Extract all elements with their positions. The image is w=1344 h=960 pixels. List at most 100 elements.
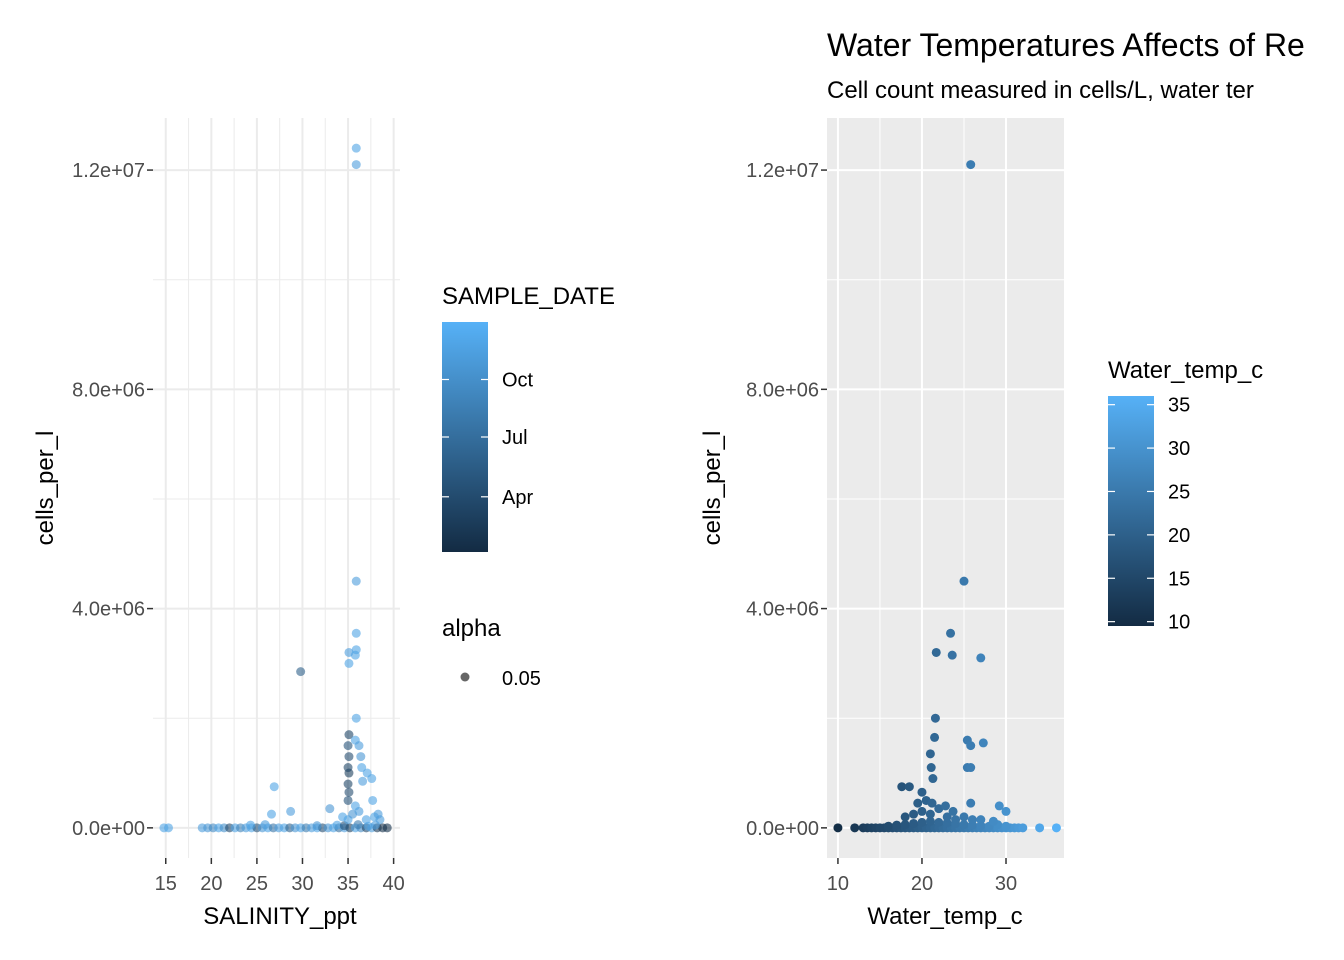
salinity-data-point	[343, 779, 353, 789]
water-temp-data-point	[925, 749, 935, 759]
water-temp-data-point	[931, 647, 941, 657]
salinity-data-point	[351, 628, 361, 638]
water-temp-gridlines	[827, 118, 1064, 858]
salinity-gridlines	[153, 118, 400, 858]
salinity-panel: 15 20 25 30 35 40 0.0e+00 4.0e+06 8.0e+06 1.2e+07…	[32, 118, 405, 930]
alpha-legend-label: 0.05	[502, 668, 541, 690]
salinity-data-point	[354, 741, 364, 751]
water-temp-data-point	[909, 809, 919, 819]
water-temp-data-point	[925, 809, 935, 819]
salinity-data-point	[357, 763, 367, 773]
water-temp-data-point	[948, 806, 958, 816]
water-temp-data-point	[966, 763, 976, 773]
salinity-y-tick-label: 4.0e+06	[72, 599, 145, 621]
salinity-plot-area	[153, 118, 400, 858]
salinity-data-point	[344, 658, 354, 668]
salinity-data-point	[312, 821, 322, 831]
water-temp-data-point	[930, 713, 940, 723]
water-temp-data-point	[988, 816, 998, 826]
water-temp-legend: Water_temp_c 35 30 25 20 15 10	[1108, 357, 1263, 634]
salinity-x-tick-label: 35	[337, 873, 359, 895]
salinity-data-point	[358, 776, 368, 786]
salinity-data-point	[351, 160, 361, 170]
salinity-data-point	[260, 820, 270, 830]
salinity-data-point	[343, 763, 353, 773]
water-temp-data-point	[1001, 821, 1011, 831]
water-temp-x-tick-label: 10	[827, 873, 849, 895]
water-temp-data-point	[941, 801, 950, 811]
salinity-data-point	[246, 820, 256, 830]
water-temp-data-point	[833, 823, 843, 833]
water-temp-data-point	[951, 815, 961, 825]
salinity-data-point	[344, 787, 354, 797]
water-temp-data-point	[934, 804, 944, 814]
water-temp-data-point	[959, 576, 969, 586]
salinity-data-point	[332, 820, 342, 830]
salinity-data-point	[269, 782, 279, 792]
sample-date-legend-title: SAMPLE_DATE	[442, 283, 615, 310]
alpha-legend: alpha 0.05	[442, 615, 541, 690]
water-temp-data-point	[900, 820, 910, 830]
water-temp-data-point	[892, 820, 902, 830]
water-temp-y-tick-label: 0.0e+00	[746, 818, 819, 840]
water-temp-data-point	[928, 774, 938, 784]
water-temp-legend-label: 30	[1168, 438, 1190, 460]
alpha-legend-key	[460, 672, 470, 682]
water-temp-legend-label: 35	[1168, 395, 1190, 417]
water-temp-points	[833, 160, 1061, 833]
water-temp-legend-labels: 35 30 25 20 15 10	[1108, 395, 1190, 634]
water-temp-x-tick-label: 20	[911, 873, 933, 895]
water-temp-data-point	[913, 798, 923, 808]
water-temp-data-point	[917, 806, 927, 816]
water-temp-panel: Water Temperatures Affects of Re Cell co…	[699, 27, 1305, 930]
water-temp-data-point	[966, 160, 976, 170]
salinity-x-tick-label: 30	[291, 873, 313, 895]
water-temp-data-point	[927, 798, 937, 808]
water-temp-data-point	[976, 815, 986, 825]
salinity-data-point	[368, 795, 378, 805]
water-temp-data-point	[1018, 823, 1028, 833]
salinity-data-point	[343, 741, 353, 751]
water-temp-data-point	[900, 812, 910, 822]
sample-date-legend-labels: Oct Jul Apr	[442, 370, 534, 509]
water-temp-data-point	[1035, 823, 1045, 833]
water-temp-data-point	[925, 816, 935, 826]
water-temp-data-point	[1051, 823, 1061, 833]
water-temp-legend-label: 25	[1168, 481, 1190, 503]
salinity-data-point	[286, 806, 296, 816]
water-temp-data-point	[930, 732, 940, 742]
salinity-data-point	[353, 820, 363, 830]
salinity-points	[159, 143, 392, 833]
salinity-y-tick-label: 8.0e+06	[72, 379, 145, 401]
salinity-data-point	[351, 713, 361, 723]
water-temp-data-point	[1001, 806, 1011, 816]
sample-date-colorbar	[442, 322, 488, 552]
water-temp-y-tick-label: 8.0e+06	[746, 379, 819, 401]
salinity-data-point	[382, 823, 392, 833]
plot-subtitle: Cell count measured in cells/L, water te…	[827, 77, 1254, 104]
water-temp-legend-label: 10	[1168, 612, 1190, 634]
water-temp-colorbar	[1108, 396, 1154, 626]
alpha-legend-title: alpha	[442, 615, 501, 642]
salinity-data-point	[266, 809, 276, 819]
water-temp-data-point	[904, 782, 914, 792]
water-temp-data-point	[947, 650, 957, 660]
water-temp-tick-labels: 10 20 30 0.0e+00 4.0e+06 8.0e+06 1.2e+07	[746, 160, 1017, 895]
sample-date-legend-label: Apr	[502, 487, 533, 509]
sample-date-legend: SAMPLE_DATE Oct Jul Apr	[442, 283, 615, 552]
sample-date-legend-label: Jul	[502, 427, 528, 449]
water-temp-data-point	[959, 812, 969, 822]
water-temp-data-point	[926, 763, 936, 773]
salinity-x-tick-label: 40	[382, 873, 404, 895]
water-temp-data-point	[976, 653, 986, 663]
sample-date-legend-label: Oct	[502, 370, 534, 392]
water-temp-x-tick-label: 30	[995, 873, 1017, 895]
salinity-data-point	[350, 801, 360, 811]
water-temp-plot-area	[827, 118, 1064, 858]
water-temp-data-point	[967, 815, 977, 825]
water-temp-legend-label: 20	[1168, 525, 1190, 547]
salinity-data-point	[163, 823, 173, 833]
salinity-x-tick-label: 20	[200, 873, 222, 895]
salinity-data-point	[361, 815, 371, 825]
